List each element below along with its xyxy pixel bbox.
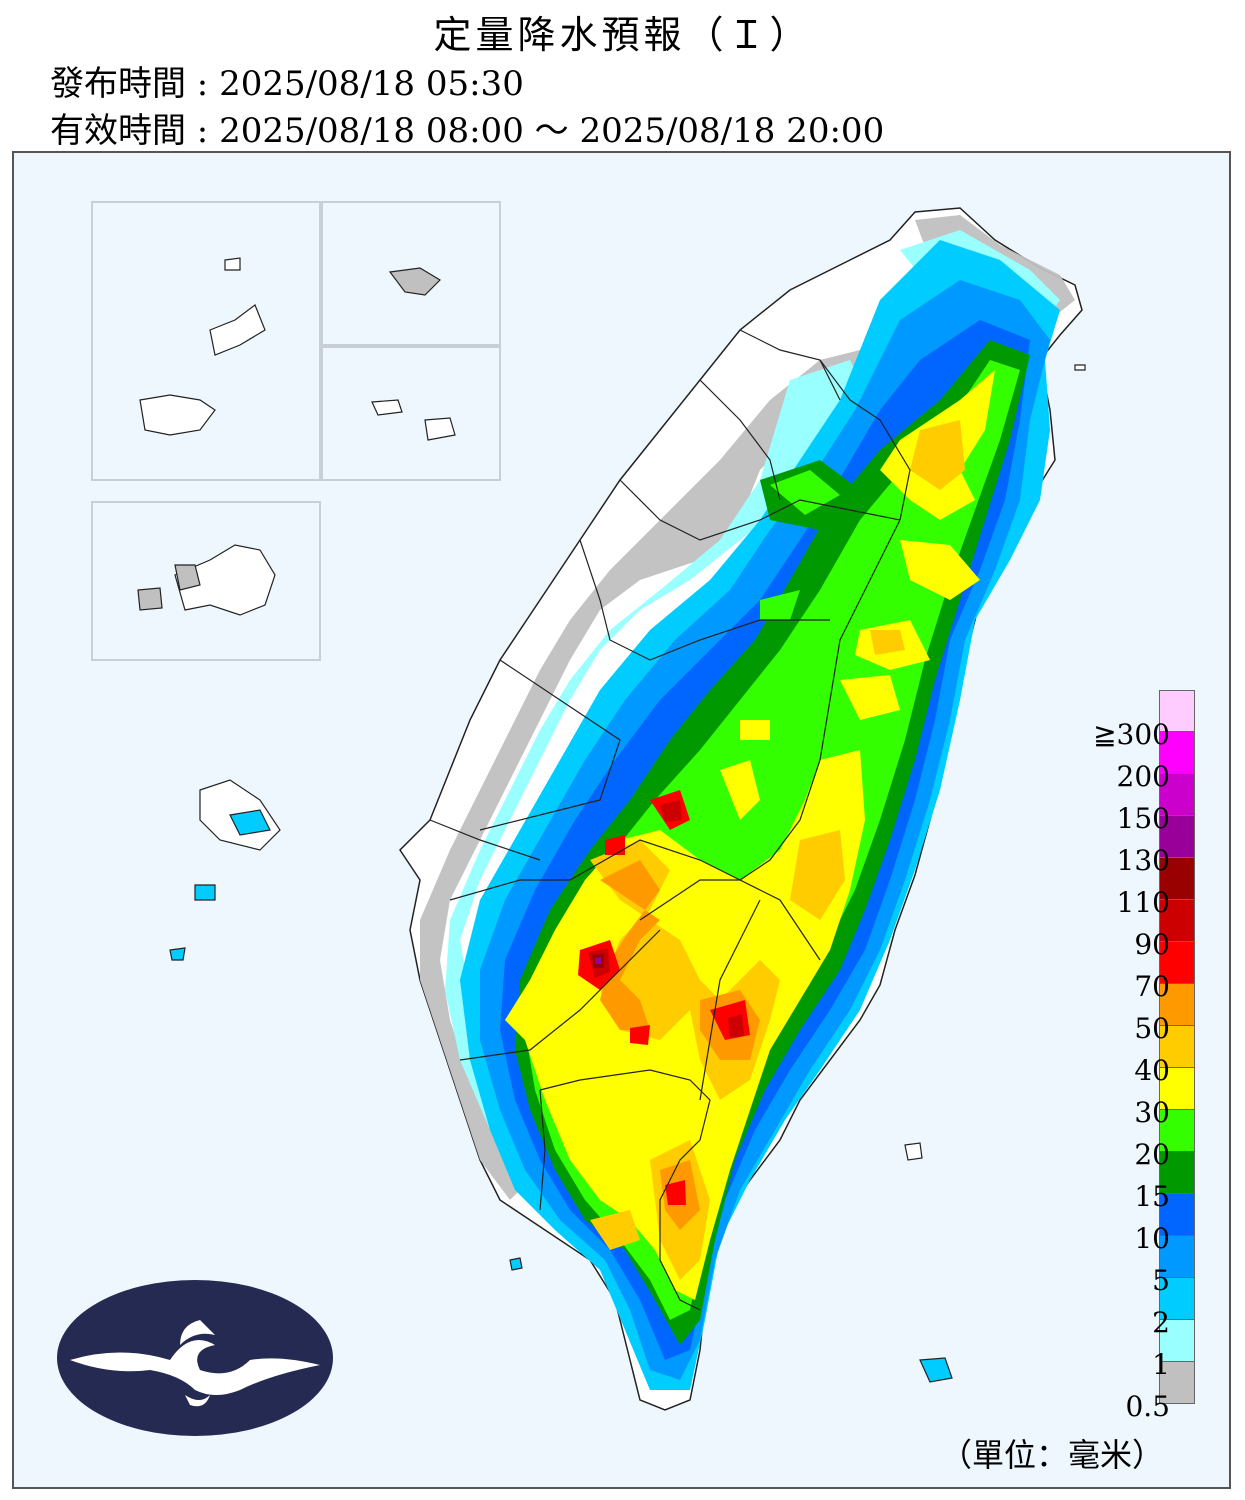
kinmen-island bbox=[174, 544, 276, 616]
legend-label-50: 50 bbox=[1134, 1012, 1170, 1045]
legend-label-0.5: 0.5 bbox=[1125, 1390, 1170, 1423]
legend-label-30: 30 bbox=[1134, 1096, 1170, 1129]
cwa-logo bbox=[57, 1280, 333, 1436]
legend-label-10: 10 bbox=[1134, 1222, 1170, 1255]
outlying-islands bbox=[137, 257, 1086, 1383]
inset-matsu-north bbox=[91, 201, 321, 481]
legend-swatch-90 bbox=[1159, 900, 1195, 942]
legend-label-15: 15 bbox=[1134, 1180, 1170, 1213]
green-island bbox=[509, 1257, 523, 1271]
legend-label-70: 70 bbox=[1134, 970, 1170, 1003]
legend-swatch-50 bbox=[1159, 984, 1195, 1026]
legend-swatch-200 bbox=[1159, 732, 1195, 774]
rainfall-layer-130 bbox=[595, 957, 601, 964]
legend-label-90: 90 bbox=[1134, 928, 1170, 961]
legend-label-150: 150 bbox=[1116, 802, 1170, 835]
county-boundaries bbox=[429, 329, 911, 1311]
legend-swatch-70 bbox=[1159, 942, 1195, 984]
legend-label-20: 20 bbox=[1134, 1138, 1170, 1171]
legend-label-130: 130 bbox=[1116, 844, 1170, 877]
legend-label-300: ≧300 bbox=[1093, 718, 1170, 751]
inset-matsu-south bbox=[321, 346, 501, 481]
valid-time: 有效時間 : 2025/08/18 08:00 ～ 2025/08/18 20:… bbox=[50, 111, 885, 151]
legend-label-40: 40 bbox=[1134, 1054, 1170, 1087]
legend-label-200: 200 bbox=[1116, 760, 1170, 793]
legend-swatch-0.5 bbox=[1159, 1362, 1195, 1404]
legend-label-2: 2 bbox=[1152, 1306, 1170, 1339]
legend-swatch-15 bbox=[1159, 1152, 1195, 1194]
issue-time: 發布時間 : 2025/08/18 05:30 bbox=[50, 64, 524, 104]
unit-label: （單位：毫米） bbox=[940, 1436, 1165, 1474]
legend-swatch-40 bbox=[1159, 1026, 1195, 1068]
legend-swatch-30 bbox=[1159, 1068, 1195, 1110]
inset-matsu-east bbox=[321, 201, 501, 346]
legend-swatch-20 bbox=[1159, 1110, 1195, 1152]
legend-swatch-5 bbox=[1159, 1236, 1195, 1278]
legend-swatch-130 bbox=[1159, 816, 1195, 858]
legend-label-1: 1 bbox=[1152, 1348, 1170, 1381]
orchid-island bbox=[919, 1357, 953, 1383]
legend-label-110: 110 bbox=[1116, 886, 1170, 919]
legend-swatch-1 bbox=[1159, 1320, 1195, 1362]
legend-swatch-110 bbox=[1159, 858, 1195, 900]
map-title: 定量降水預報（Ｉ） bbox=[433, 13, 812, 57]
legend-swatch-10 bbox=[1159, 1194, 1195, 1236]
matsu-nangan bbox=[139, 394, 216, 436]
legend-swatch-300 bbox=[1159, 690, 1195, 732]
legend-swatch-150 bbox=[1159, 774, 1195, 816]
color-legend bbox=[1159, 690, 1195, 1404]
legend-label-5: 5 bbox=[1152, 1264, 1170, 1297]
inset-kinmen bbox=[91, 501, 321, 661]
legend-swatch-2 bbox=[1159, 1278, 1195, 1320]
